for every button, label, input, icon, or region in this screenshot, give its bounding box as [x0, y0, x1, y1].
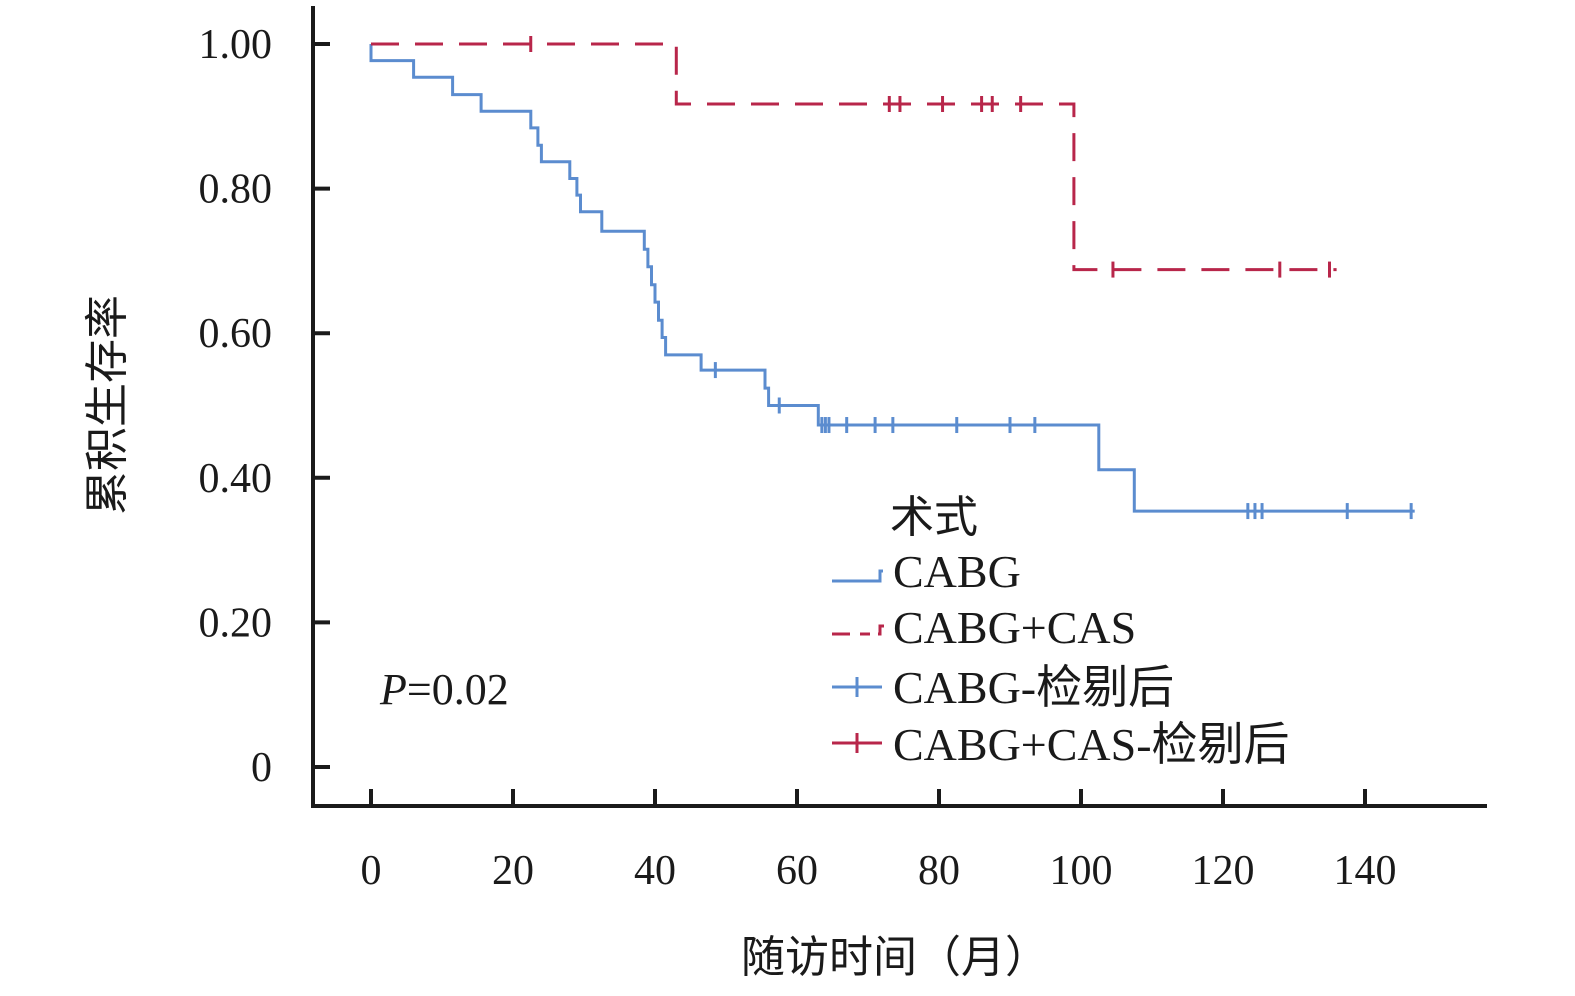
x-tick-label: 40: [634, 848, 676, 894]
x-ticks: 0 20 40 60 80 100 120 140: [361, 789, 1397, 894]
y-tick-label: 1.00: [199, 22, 273, 68]
p-value-annotation: P=0.02: [379, 665, 509, 714]
legend-title: 术式: [890, 492, 978, 543]
x-tick-label: 120: [1192, 848, 1255, 894]
legend-label-cabg: CABG: [893, 546, 1021, 597]
legend-symbol-cabg-cas: [832, 624, 884, 636]
y-tick-label: 0.60: [199, 311, 273, 357]
x-axis-title: 随访时间（月）: [741, 932, 1049, 983]
y-tick-label: 0.40: [199, 456, 273, 502]
series-line-cabg-cas: [371, 42, 1337, 272]
x-tick-label: 20: [492, 848, 534, 894]
y-ticks: 0 0.20 0.40 0.60 0.80 1.00: [199, 22, 330, 791]
y-axis-title: 累积生存率: [82, 295, 133, 515]
y-tick-label: 0.80: [199, 167, 273, 213]
axes: 0 0.20 0.40 0.60 0.80 1.00 0 20 40 60 80 100 120 140: [199, 6, 1487, 894]
legend-label-cabg-cas: CABG+CAS: [893, 602, 1136, 653]
x-tick-label: 80: [918, 848, 960, 894]
x-tick-label: 100: [1050, 848, 1113, 894]
p-symbol: P: [379, 665, 407, 714]
x-tick-label: 140: [1334, 848, 1397, 894]
y-tick-label: 0: [251, 745, 272, 791]
legend-symbol-cabg: [832, 569, 883, 583]
legend-label-cabg-censored: CABG-检剔后: [893, 662, 1174, 713]
x-tick-label: 0: [361, 848, 382, 894]
legend-label-cabg-cas-censored: CABG+CAS-检剔后: [893, 719, 1290, 770]
series-layer: [369, 36, 1415, 520]
y-tick-label: 0.20: [199, 600, 273, 646]
series-line-cabg: [369, 44, 1415, 513]
x-tick-label: 60: [776, 848, 818, 894]
p-value-text: =0.02: [407, 665, 509, 714]
legend: 术式 CABG CABG+CAS CABG-检剔后 CABG+CAS-检剔后: [832, 492, 1290, 770]
